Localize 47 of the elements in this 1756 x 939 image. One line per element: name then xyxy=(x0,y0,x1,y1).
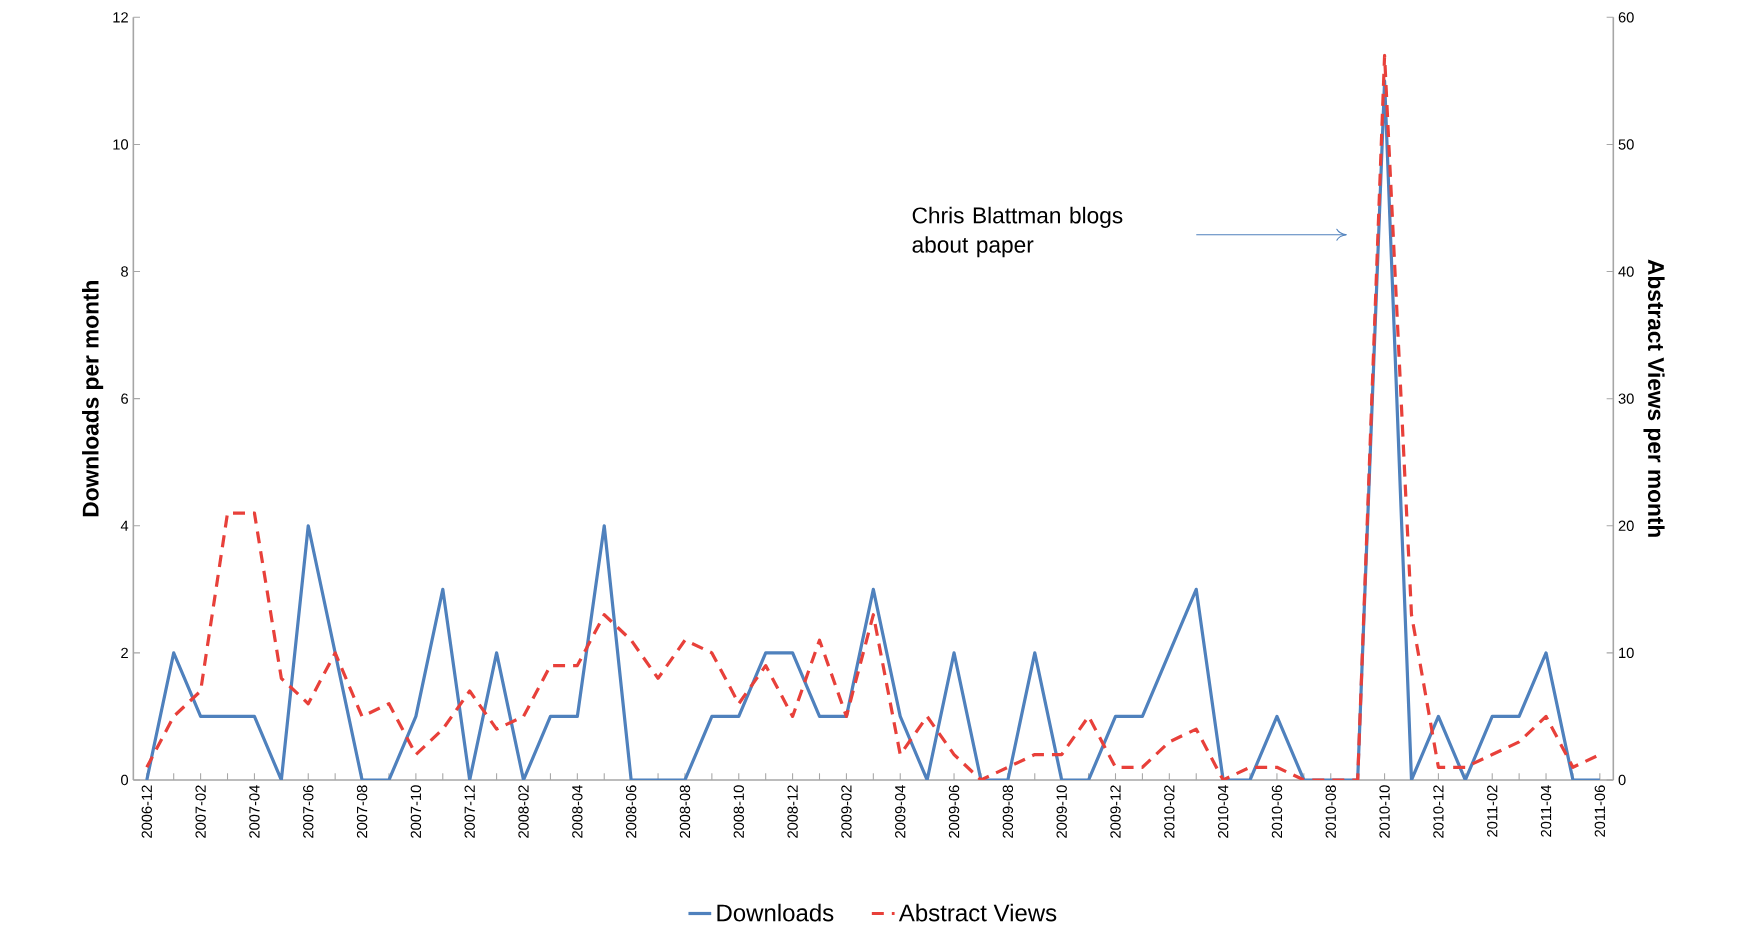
x-tick-label: 2010-08 xyxy=(1325,785,1336,838)
x-tick-label: 2007-02 xyxy=(195,785,206,838)
x-tick-label: 2008-08 xyxy=(679,785,691,838)
x-tick-label: 2009-06 xyxy=(948,785,960,838)
x-tick-label: 2009-12 xyxy=(1110,785,1121,838)
legend-label: Downloads xyxy=(717,903,834,922)
x-tick-label: 2009-04 xyxy=(895,785,906,838)
y2-tick-label: 60 xyxy=(1618,12,1634,23)
x-tick-label: 2010-12 xyxy=(1433,785,1444,838)
y-axis-title: Downloads per month xyxy=(82,281,104,517)
x-tick-label: 2009-10 xyxy=(1056,785,1067,838)
x-tick-label: 2007-10 xyxy=(410,785,422,838)
y-tick-label: 8 xyxy=(121,266,128,277)
y2-tick-label: 0 xyxy=(1618,774,1626,786)
annotation: Chris Blattman blogs about paper xyxy=(912,206,1123,258)
y2-tick-label: 10 xyxy=(1619,647,1634,659)
y-tick-label: 12 xyxy=(113,12,128,23)
y-tick-label: 10 xyxy=(113,139,129,150)
x-tick-label: 2010-04 xyxy=(1217,785,1229,838)
x-tick-label: 2010-06 xyxy=(1271,785,1283,838)
x-tick-label: 2011-02 xyxy=(1487,785,1498,837)
x-tick-label: 2009-02 xyxy=(841,785,852,838)
x-tick-label: 2011-06 xyxy=(1594,785,1606,837)
x-tick-label: 2008-06 xyxy=(625,785,637,838)
y2-axis-title: Abstract Views per month xyxy=(1643,259,1665,538)
y2-tick-label: 50 xyxy=(1618,139,1634,150)
x-tick-label: 2007-12 xyxy=(464,785,475,838)
y-tick-label: 4 xyxy=(120,520,129,531)
y2-tick-label: 30 xyxy=(1618,393,1634,405)
x-tick-label: 2007-04 xyxy=(249,785,260,838)
x-tick-label: 2010-02 xyxy=(1164,785,1175,838)
y-tick-label: 2 xyxy=(121,647,128,659)
x-tick-label: 2007-08 xyxy=(356,785,368,838)
legend-label: Abstract Views xyxy=(898,903,1057,922)
x-tick-label: 2008-12 xyxy=(787,785,798,838)
x-tick-label: 2008-02 xyxy=(518,785,529,838)
y-tick-label: 6 xyxy=(121,393,128,405)
y2-tick-label: 20 xyxy=(1618,520,1634,532)
x-tick-label: 2010-10 xyxy=(1379,785,1390,838)
x-tick-label: 2008-10 xyxy=(733,785,744,838)
y-tick-label: 0 xyxy=(121,774,129,786)
x-tick-label: 2007-06 xyxy=(303,785,314,838)
x-tick-label: 2008-04 xyxy=(572,785,583,838)
x-tick-label: 2011-04 xyxy=(1540,785,1552,837)
x-tick-label: 2006-12 xyxy=(141,785,152,838)
x-tick-label: 2009-08 xyxy=(1002,785,1014,838)
y2-tick-label: 40 xyxy=(1618,266,1634,277)
